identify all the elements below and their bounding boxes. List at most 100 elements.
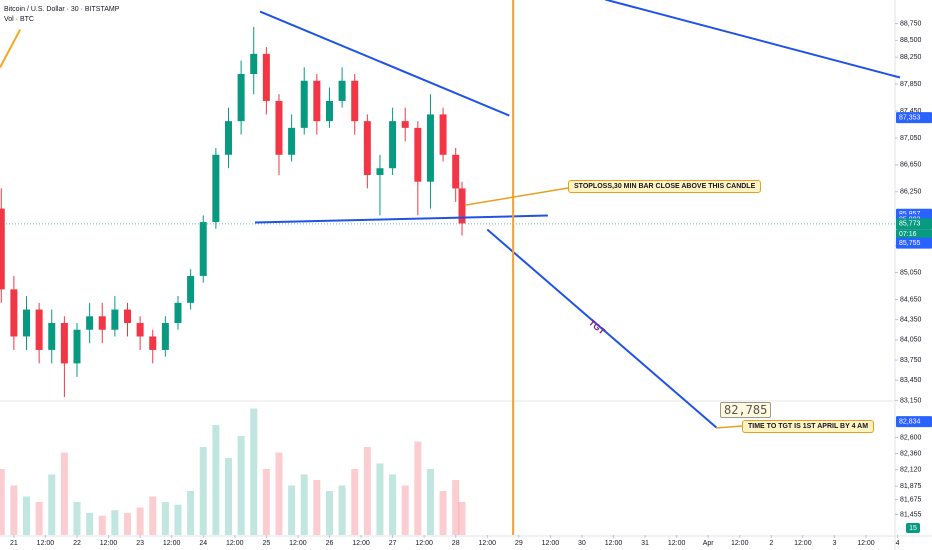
candle-body <box>338 80 346 101</box>
candle-body <box>199 222 207 276</box>
x-tick-label: 23 <box>136 540 144 547</box>
x-tick-label: 4 <box>896 540 900 547</box>
x-tick-label: 12:00 <box>289 540 307 547</box>
trend-line <box>0 29 22 69</box>
volume-bar <box>275 452 283 535</box>
candle-body <box>187 275 195 303</box>
x-tick-label: 12:00 <box>794 540 812 547</box>
y-tick-label: 82,600 <box>900 434 922 441</box>
x-tick-label: 29 <box>515 540 523 547</box>
y-tick-label: 84,650 <box>900 296 922 303</box>
countdown: 07:16 <box>899 231 917 238</box>
y-tick-label: 88,250 <box>900 54 922 61</box>
target-price: 82,785 <box>720 402 772 418</box>
candle-body <box>401 121 409 128</box>
x-tick-label: 21 <box>10 540 18 547</box>
volume-bar <box>48 474 56 535</box>
target-time-note: TIME TO TGT IS 1ST APRIL BY 4 AM <box>742 420 875 433</box>
y-tick-label: 81,455 <box>900 511 922 518</box>
volume-bar <box>73 502 81 535</box>
volume-bar <box>111 510 119 535</box>
y-tick-label: 83,150 <box>900 397 922 404</box>
y-tick-label: 81,875 <box>900 483 922 490</box>
candle-body <box>0 208 5 290</box>
candle-body <box>136 323 144 337</box>
x-tick-label: 12:00 <box>226 540 244 547</box>
candle-body <box>262 53 270 101</box>
volume-bar <box>149 496 157 535</box>
volume-bar <box>35 502 43 535</box>
x-tick-label: 12:00 <box>163 540 181 547</box>
badge: 15 <box>909 525 917 532</box>
badge-box <box>906 523 920 533</box>
volume-bar <box>212 425 220 535</box>
price-label-box <box>896 416 932 428</box>
candle-body <box>426 114 434 182</box>
candle-body <box>351 80 359 122</box>
y-tick-label: 88,750 <box>900 20 922 27</box>
volume-bar <box>174 504 182 535</box>
candle-body <box>300 80 308 128</box>
y-tick-label: 83,450 <box>900 377 922 384</box>
trend-line <box>254 214 548 224</box>
countdown-box <box>896 229 932 240</box>
volume-bar <box>389 474 397 535</box>
y-tick-label: 82,360 <box>900 450 922 457</box>
x-tick-label: 30 <box>578 540 586 547</box>
volume-bar <box>300 474 308 535</box>
x-tick-label: 28 <box>452 540 460 547</box>
y-tick-label: 86,250 <box>900 189 922 196</box>
volume-bar <box>199 447 207 535</box>
trend-line <box>259 10 510 117</box>
volume-bar <box>376 463 384 535</box>
y-tick-label: 87,450 <box>900 108 922 115</box>
volume-bar <box>23 496 31 535</box>
y-tick-label: 85,050 <box>900 269 922 276</box>
candle-body <box>48 323 56 350</box>
candle-body <box>389 121 397 169</box>
candle-body <box>10 289 18 337</box>
candle-body <box>174 302 182 324</box>
x-tick-label: 12:00 <box>668 540 686 547</box>
volume-bar <box>98 515 106 535</box>
candle-body <box>452 154 460 189</box>
x-tick-label: 12:00 <box>352 540 370 547</box>
volume-bar <box>288 485 296 535</box>
price-label-box <box>896 237 932 249</box>
x-tick-label: 12:00 <box>415 540 433 547</box>
x-tick-label: 2 <box>769 540 773 547</box>
y-tick-label: 88,500 <box>900 37 922 44</box>
x-tick-label: 12:00 <box>605 540 623 547</box>
stoploss-note: STOPLOSS,30 MIN BAR CLOSE ABOVE THIS CAN… <box>568 180 762 193</box>
volume-bar <box>458 502 466 535</box>
candle-body <box>123 309 131 324</box>
y-tick-label: 82,120 <box>900 467 922 474</box>
x-tick-label: 12:00 <box>478 540 496 547</box>
y-tick-label: 84,050 <box>900 337 922 344</box>
candle-body <box>86 316 94 330</box>
trend-line <box>605 0 901 79</box>
candle-body <box>212 154 220 223</box>
volume-bar <box>136 507 144 535</box>
candle-body <box>111 309 119 330</box>
volume-bar <box>414 441 422 535</box>
candle-body <box>275 100 283 155</box>
price-label: 85,773 <box>899 221 921 228</box>
candle-body <box>313 80 321 122</box>
y-tick-label: 87,050 <box>900 135 922 142</box>
candle-body <box>149 336 157 350</box>
volume-bar <box>351 469 359 535</box>
volume-bar <box>426 469 434 535</box>
volume-bar <box>401 485 409 535</box>
x-tick-label: 12:00 <box>731 540 749 547</box>
price-label: 87,353 <box>899 114 921 121</box>
volume-bar <box>325 491 333 535</box>
volume-bar <box>439 491 447 535</box>
candle-body <box>60 323 68 364</box>
candle-body <box>73 329 81 364</box>
volume-bar <box>86 513 94 535</box>
volume-bar <box>60 452 68 535</box>
